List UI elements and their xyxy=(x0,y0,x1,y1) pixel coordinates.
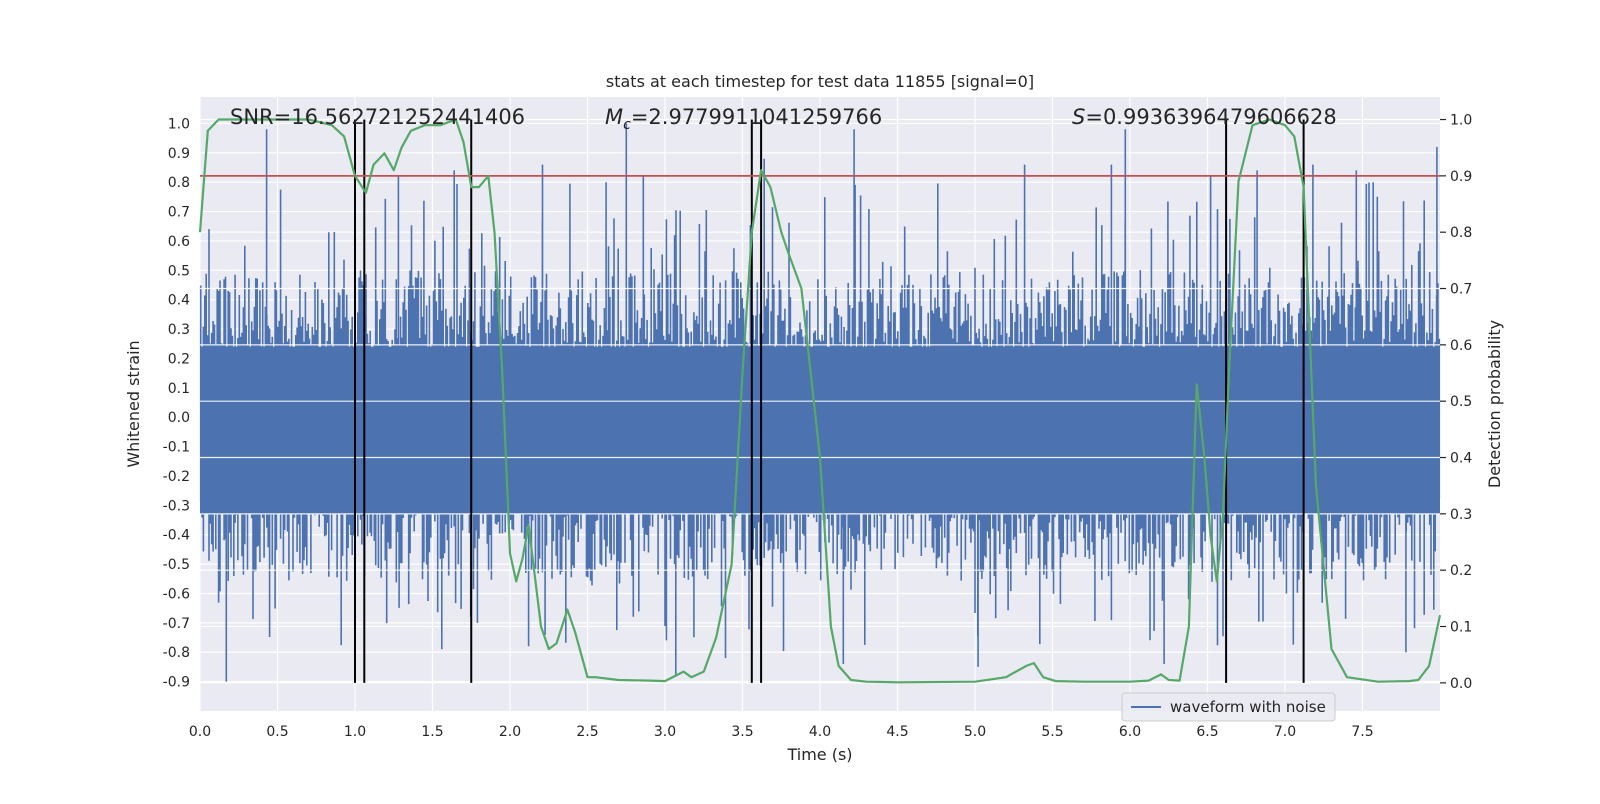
x-tick-label: 6.5 xyxy=(1196,724,1218,740)
y-tick-label: 0.9 xyxy=(168,146,190,162)
y-right-tick-label: 0.4 xyxy=(1450,451,1472,467)
legend-box xyxy=(1121,692,1336,722)
y-right-tick-label: 0.8 xyxy=(1450,225,1472,241)
y-tick-label: 0.3 xyxy=(168,322,190,338)
y-tick-label: 0.5 xyxy=(168,263,190,279)
statistic-symbol: S xyxy=(1072,105,1085,129)
y-tick-label: -0.1 xyxy=(163,440,190,456)
y-axis-label: Whitened strain xyxy=(124,340,143,467)
y-tick-label: -0.6 xyxy=(163,586,190,602)
y-right-tick-label: 0.5 xyxy=(1450,394,1472,410)
chirp-mass-value: =2.9779911041259766 xyxy=(631,105,882,129)
x-tick-label: 0.5 xyxy=(266,724,288,740)
x-tick-label: 2.5 xyxy=(576,724,598,740)
tick-labels: 0.0 0.5 1.0 1.5 2.0 2.5 3.0 3.5 4.0 4.5 5.0 5.5 6.0 6… xyxy=(163,113,1473,740)
x-tick-label: 7.0 xyxy=(1274,724,1296,740)
snr-annotation: SNR=16.562721252441406 xyxy=(230,105,525,129)
y-tick-label: 1.0 xyxy=(168,116,190,132)
y-tick-label: -0.4 xyxy=(163,528,190,544)
y-right-tick-label: 0.1 xyxy=(1450,620,1472,636)
y-tick-label: 0.7 xyxy=(168,205,190,221)
y-right-tick-label: 0.0 xyxy=(1450,676,1472,692)
x-tick-label: 5.0 xyxy=(964,724,986,740)
legend-label: waveform with noise xyxy=(1170,698,1326,716)
chirp-mass-symbol: M xyxy=(605,105,623,129)
y-tick-label: -0.7 xyxy=(163,616,190,632)
y-axis-right-label: Detection probability xyxy=(1485,320,1504,488)
y-right-tick-label: 0.3 xyxy=(1450,507,1472,523)
x-tick-label: 1.5 xyxy=(421,724,443,740)
y-tick-label: -0.3 xyxy=(163,498,190,514)
y-tick-label: 0.1 xyxy=(168,381,190,397)
chirp-mass-subscript: c xyxy=(623,117,631,133)
waveform-line xyxy=(199,123,1441,682)
y-right-tick-label: 1.0 xyxy=(1450,113,1472,129)
x-tick-label: 2.0 xyxy=(499,724,521,740)
y-tick-label: -0.9 xyxy=(163,675,190,691)
x-tick-label: 7.5 xyxy=(1351,724,1373,740)
x-tick-label: 6.0 xyxy=(1119,724,1141,740)
probability-series xyxy=(198,118,1442,684)
y-right-tick-label: 0.2 xyxy=(1450,563,1472,579)
y-tick-label: -0.8 xyxy=(163,645,190,661)
legend: waveform with noise xyxy=(1121,692,1336,722)
waveform-series xyxy=(199,123,1441,682)
x-tick-label: 1.0 xyxy=(344,724,366,740)
y-tick-label: 0.2 xyxy=(168,351,190,367)
x-tick-label: 4.5 xyxy=(886,724,908,740)
x-tick-label: 5.5 xyxy=(1041,724,1063,740)
detection-probability-line xyxy=(198,118,1442,684)
y-tick-label: 0.0 xyxy=(168,410,190,426)
y-right-tick-label: 0.9 xyxy=(1450,169,1472,185)
y-right-tick-label: 0.6 xyxy=(1450,338,1472,354)
y-tick-label: 0.4 xyxy=(168,293,190,309)
x-axis-label: Time (s) xyxy=(786,745,852,764)
x-tick-label: 0.0 xyxy=(189,724,211,740)
x-tick-label: 4.0 xyxy=(809,724,831,740)
statistic-value: =0.9936396479606628 xyxy=(1085,105,1336,129)
y-tick-label: 0.6 xyxy=(168,234,190,250)
y-tick-label: 0.8 xyxy=(168,175,190,191)
statistic-annotation: S=0.9936396479606628 xyxy=(1072,105,1337,129)
chart-title: stats at each timestep for test data 118… xyxy=(606,72,1034,91)
chirp-mass-annotation: Mc=2.9779911041259766 xyxy=(605,105,882,133)
y-tick-label: -0.5 xyxy=(163,557,190,573)
x-tick-label: 3.0 xyxy=(654,724,676,740)
x-tick-label: 3.5 xyxy=(731,724,753,740)
y-tick-label: -0.2 xyxy=(163,469,190,485)
y-right-tick-label: 0.7 xyxy=(1450,282,1472,298)
